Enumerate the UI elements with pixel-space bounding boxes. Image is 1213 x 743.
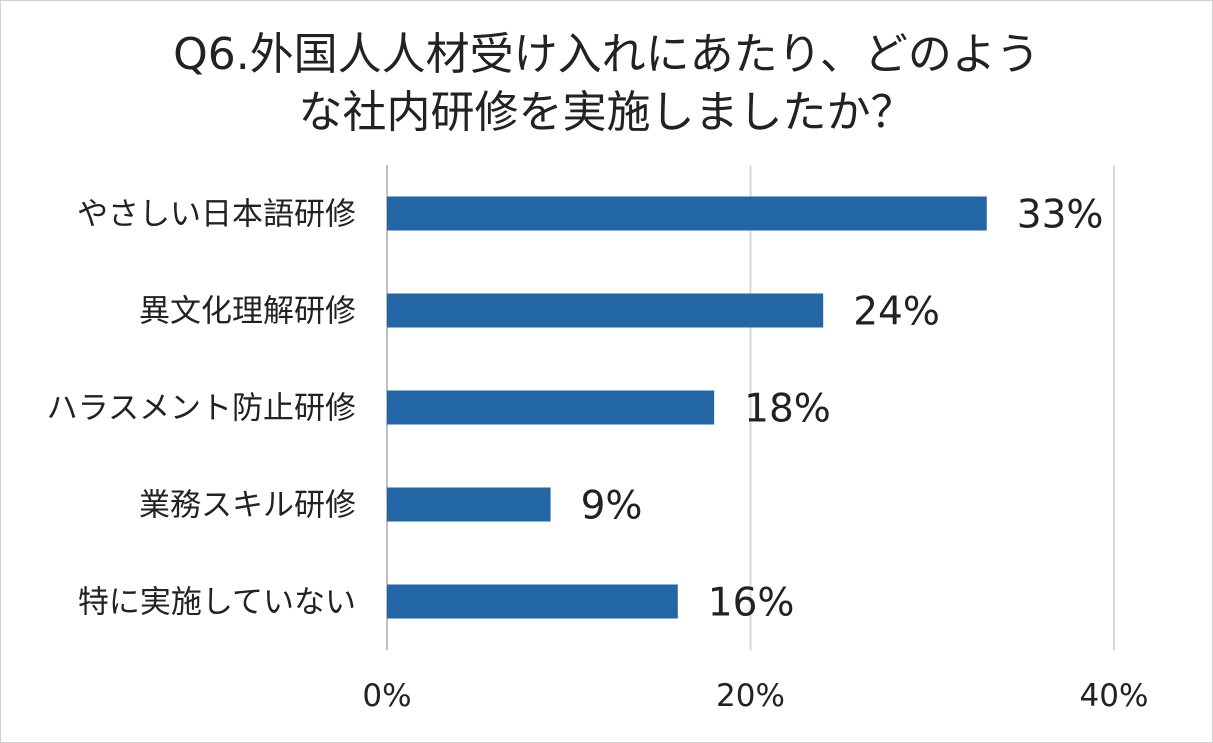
category-label: やさしい日本語研修 [77,197,356,233]
data-label: 9% [581,484,643,529]
bar [387,584,678,619]
bar [387,487,551,522]
labels: 0% 20% 40% やさしい日本語研修 33% 異文化理解研修 24% ハラスメント防止研修… [47,193,1149,715]
category-label: 異文化理解研修 [139,294,356,330]
chart-title-line-2: な社内研修を実施しましたか？ [298,87,915,138]
category-label: 特に実施していない [78,585,356,621]
category-label: ハラスメント防止研修 [47,391,356,427]
data-label: 16% [708,581,795,626]
data-label: 24% [853,290,940,335]
bar [387,293,824,328]
data-label: 33% [1017,193,1104,238]
bar [387,196,987,231]
x-tick-label: 40% [1080,678,1149,714]
bars [387,196,987,619]
x-tick-label: 0% [362,678,411,714]
x-tick-label: 20% [716,678,785,714]
chart-title-line-1: Q6.外国人人材受け入れにあたり、どのよう [173,29,1040,80]
chart-title: Q6.外国人人材受け入れにあたり、どのよう な社内研修を実施しましたか？ [0,26,1213,142]
data-label: 18% [744,387,831,432]
bar [387,390,715,425]
category-label: 業務スキル研修 [139,488,356,524]
